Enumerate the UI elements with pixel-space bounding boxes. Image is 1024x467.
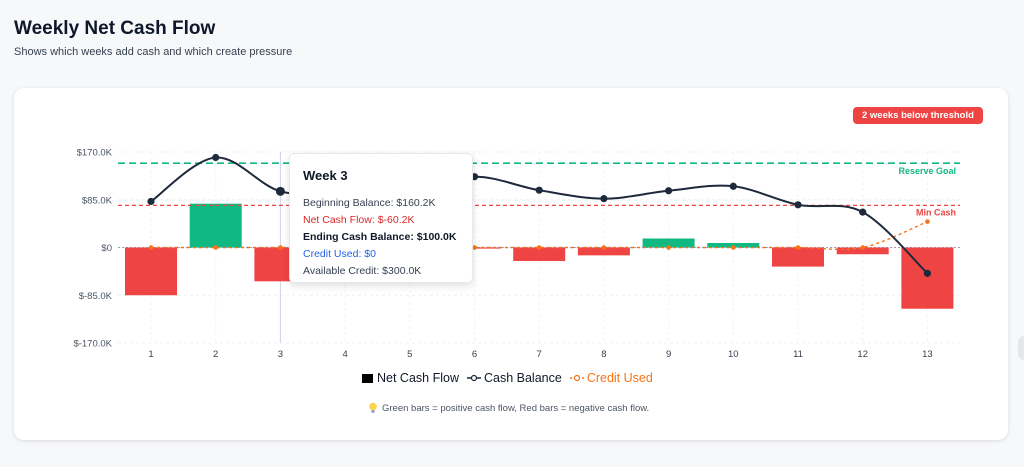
y-tick-label: $170.0K [77, 148, 113, 159]
x-tick-label: 9 [666, 349, 671, 360]
y-tick-label: $-170.0K [73, 339, 112, 350]
tooltip-ending-balance: Ending Cash Balance: $100.0K [303, 231, 457, 243]
legend-item-credit-used[interactable]: Credit Used [569, 371, 653, 385]
credit-used-point [536, 245, 542, 250]
credit-used-point [731, 245, 736, 250]
credit-used-point [213, 245, 218, 250]
credit-used-point [278, 245, 283, 250]
net-cash-flow-bar [125, 247, 177, 296]
note-text: Green bars = positive cash flow, Red bar… [382, 402, 650, 414]
legend-label: Cash Balance [483, 371, 562, 385]
y-tick-label: $-85.0K [79, 291, 113, 302]
credit-used-point [148, 245, 154, 250]
cash-balance-point [859, 208, 867, 216]
chart-legend: Net Cash Flow Cash Balance Credit Used [362, 370, 661, 386]
scroll-handle[interactable] [1018, 336, 1024, 360]
tooltip-available-credit: Available Credit: $300.0K [303, 265, 422, 277]
legend-item-net-cash-flow[interactable]: Net Cash Flow [362, 371, 459, 385]
net-cash-flow-bar [513, 247, 566, 261]
cash-balance-point [923, 269, 932, 277]
net-cash-flow-bar [642, 238, 695, 248]
cash-balance-point [535, 186, 543, 194]
legend-label: Credit Used [586, 371, 653, 385]
x-tick-label: 10 [728, 349, 739, 360]
legend-label: Net Cash Flow [377, 371, 459, 385]
x-tick-label: 4 [342, 349, 347, 360]
tooltip-net-cash-flow: Net Cash Flow: $-60.2K [303, 214, 415, 226]
credit-used-point [925, 219, 930, 224]
y-tick-label: $0 [101, 243, 112, 254]
cash-balance-point [729, 182, 737, 190]
credit-used-point [666, 245, 671, 250]
x-tick-label: 1 [148, 349, 153, 360]
reference-line-label: Reserve Goal [898, 166, 956, 176]
chart-note: Green bars = positive cash flow, Red bar… [368, 402, 649, 414]
line-circle-icon [569, 374, 584, 382]
x-tick-label: 8 [601, 349, 606, 360]
threshold-badge: 2 weeks below threshold [853, 107, 983, 124]
x-tick-label: 7 [537, 349, 542, 360]
x-tick-label: 12 [857, 349, 868, 360]
cash-balance-point [665, 187, 673, 195]
x-tick-label: 11 [793, 349, 803, 360]
chart-card [14, 88, 1008, 440]
credit-used-point [472, 245, 477, 250]
cash-balance-point [147, 197, 155, 206]
tooltip-title: Week 3 [303, 168, 348, 183]
chart-tooltip: Week 3 Beginning Balance: $160.2K Net Ca… [289, 153, 473, 283]
page-title: Weekly Net Cash Flow [14, 18, 216, 39]
cash-balance-point [600, 195, 608, 203]
net-cash-flow-bar [189, 203, 242, 248]
x-tick-label: 2 [213, 349, 218, 360]
square-bar-icon [362, 373, 373, 383]
cash-balance-point [794, 201, 802, 209]
net-cash-flow-bar [772, 247, 824, 267]
x-tick-label: 3 [278, 349, 283, 360]
legend-item-cash-balance[interactable]: Cash Balance [466, 371, 562, 385]
tooltip-credit-used: Credit Used: $0 [303, 248, 376, 260]
y-tick-label: $85.0K [82, 195, 113, 206]
credit-used-point [601, 245, 607, 250]
tooltip-beginning-balance: Beginning Balance: $160.2K [303, 197, 436, 209]
reference-line-label: Min Cash [916, 207, 956, 217]
line-circle-icon [466, 374, 481, 382]
credit-used-point [860, 245, 865, 250]
cash-balance-point [275, 186, 285, 196]
lightbulb-icon [369, 402, 377, 413]
net-cash-flow-bar [836, 247, 889, 255]
cash-balance-point [212, 153, 220, 162]
x-tick-label: 6 [472, 349, 477, 360]
net-cash-flow-bar [577, 247, 630, 256]
x-tick-label: 13 [922, 349, 933, 360]
x-tick-label: 5 [407, 349, 412, 360]
page-subtitle: Shows which weeks add cash and which cre… [14, 46, 293, 58]
net-cash-flow-bar [901, 247, 954, 309]
credit-used-point [795, 245, 801, 250]
